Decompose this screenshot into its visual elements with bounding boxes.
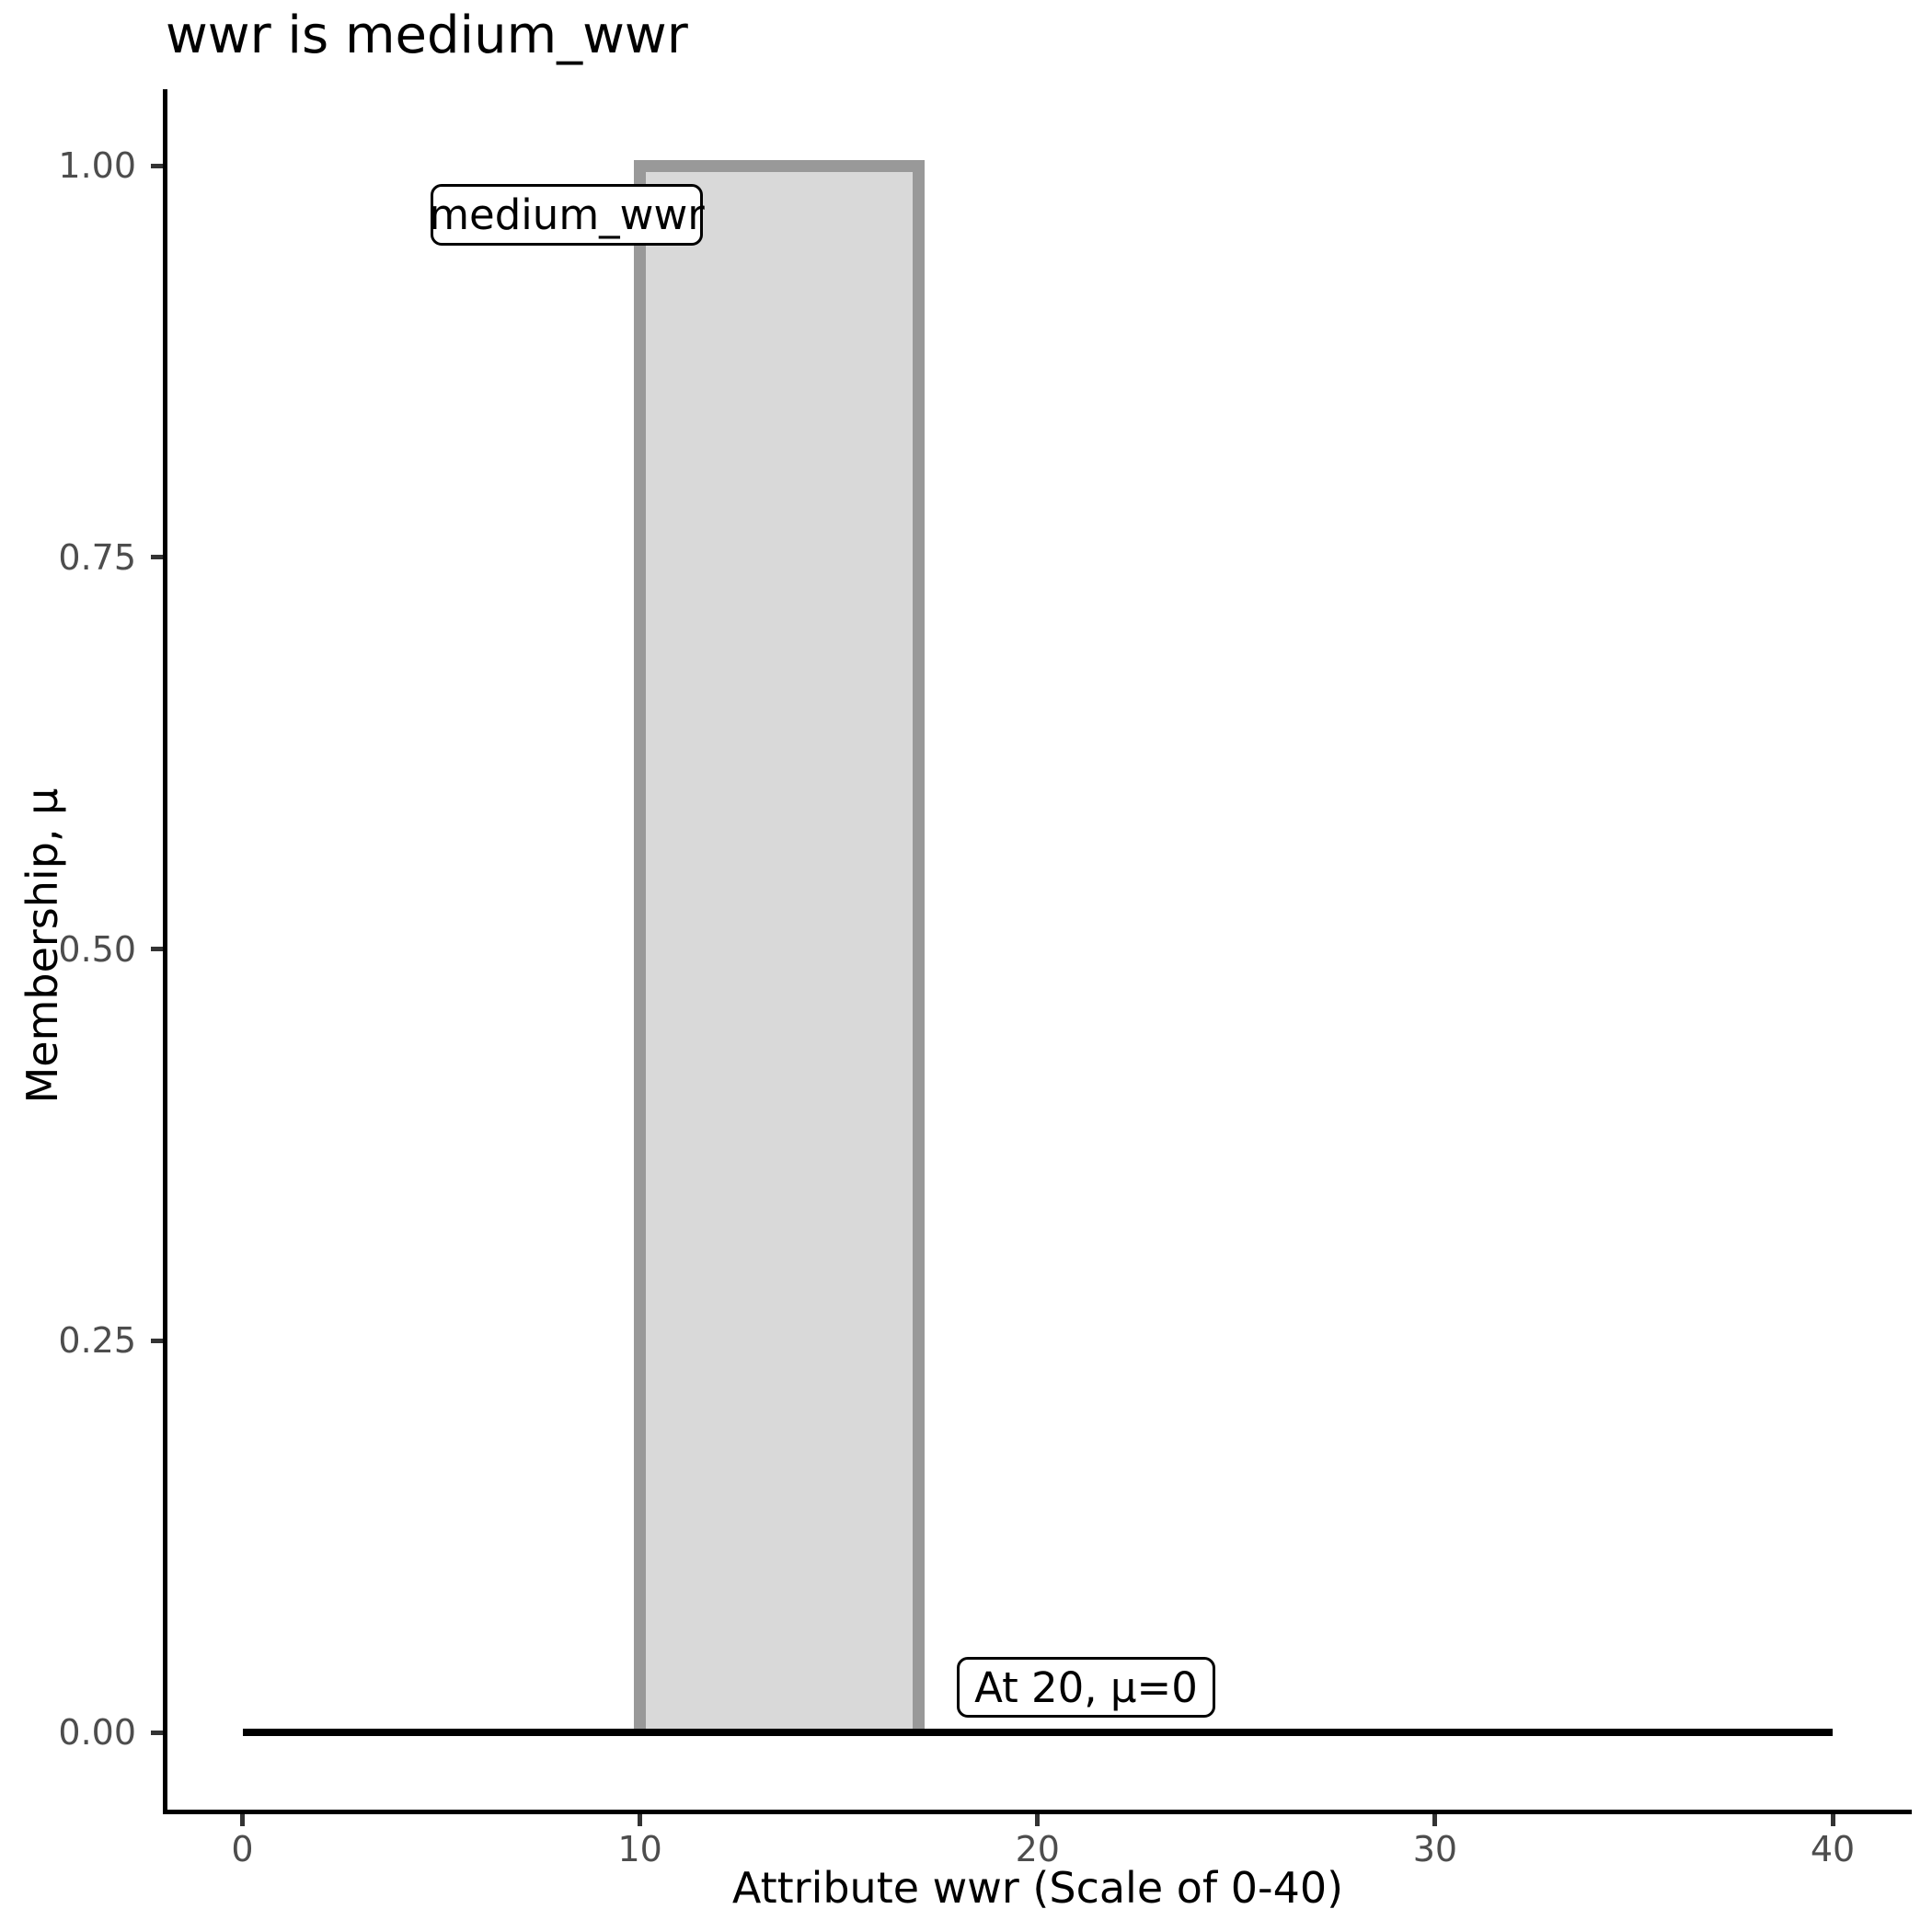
x-tick-label: 20 xyxy=(1015,1829,1060,1869)
x-tick-mark xyxy=(1432,1814,1438,1826)
x-tick-label: 10 xyxy=(617,1829,662,1869)
y-tick-label: 0.75 xyxy=(58,536,136,578)
y-tick-mark xyxy=(151,163,163,168)
set-name-label: medium_wwr xyxy=(429,184,705,246)
x-tick-mark xyxy=(1830,1814,1835,1826)
y-tick-label: 0.25 xyxy=(58,1320,136,1362)
y-tick-label: 1.00 xyxy=(58,145,136,186)
point-annotation-text: At 20, μ=0 xyxy=(974,1662,1198,1712)
x-tick-label: 40 xyxy=(1810,1829,1856,1869)
set-name-text: medium_wwr xyxy=(429,190,705,239)
y-tick-label: 0.50 xyxy=(58,928,136,970)
x-tick-mark xyxy=(638,1814,643,1826)
y-tick-label: 0.00 xyxy=(58,1712,136,1753)
x-tick-label: 0 xyxy=(231,1829,254,1869)
x-axis-title: Attribute wwr (Scale of 0-40) xyxy=(731,1863,1344,1913)
point-annotation-label: At 20, μ=0 xyxy=(957,1657,1215,1718)
y-tick-mark xyxy=(151,1730,163,1735)
plot-title: wwr is medium_wwr xyxy=(166,6,688,65)
x-axis-line xyxy=(163,1810,1912,1814)
x-tick-mark xyxy=(1035,1814,1041,1826)
y-tick-mark xyxy=(151,947,163,951)
x-tick-mark xyxy=(240,1814,245,1826)
x-tick-label: 30 xyxy=(1412,1829,1458,1869)
y-tick-mark xyxy=(151,1338,163,1343)
membership-rect xyxy=(634,159,925,1732)
y-axis-line xyxy=(163,89,167,1814)
y-tick-mark xyxy=(151,555,163,560)
zero-membership-line xyxy=(242,1729,1833,1736)
